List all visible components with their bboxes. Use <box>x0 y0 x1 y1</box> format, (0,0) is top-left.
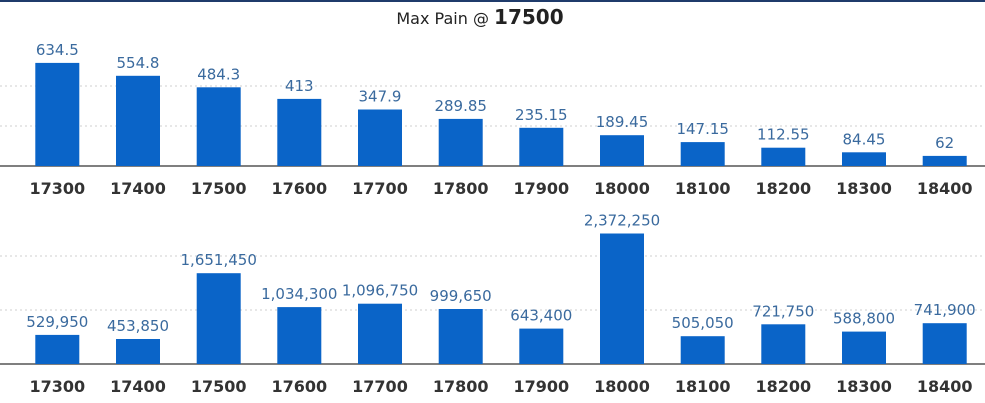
bar-17700 <box>358 303 402 364</box>
bar-17400 <box>116 75 160 166</box>
x-tick-label: 18000 <box>594 179 650 198</box>
data-label: 529,950 <box>26 313 88 331</box>
data-label: 721,750 <box>752 302 814 320</box>
x-tick-label: 17300 <box>29 377 85 396</box>
data-label: 484.3 <box>197 65 240 83</box>
chart-title: Max Pain @ 17500 <box>0 5 960 31</box>
bar-18100 <box>680 336 725 364</box>
x-tick-label: 17300 <box>29 179 85 198</box>
bar-17600 <box>277 98 322 166</box>
bar-17500 <box>196 273 241 364</box>
x-tick-label: 17900 <box>513 179 569 198</box>
bar-17400 <box>116 339 160 364</box>
bar-18300 <box>842 152 886 166</box>
bar-17900 <box>519 127 564 166</box>
x-tick-label: 17400 <box>110 377 166 396</box>
x-tick-label: 18400 <box>917 179 973 198</box>
bar-17900 <box>519 328 564 364</box>
x-tick-label: 17900 <box>513 377 569 396</box>
data-label: 189.45 <box>596 113 649 131</box>
x-tick-label: 17600 <box>271 179 327 198</box>
data-label: 554.8 <box>117 54 160 72</box>
bar-17600 <box>277 307 322 364</box>
x-tick-label: 17800 <box>433 179 489 198</box>
data-label: 453,850 <box>107 317 169 335</box>
data-label: 147.15 <box>676 120 729 138</box>
chart-panel-1: 634.5 17300 554.8 17400 484.3 17500 413 17600 34… <box>0 41 985 198</box>
data-label: 347.9 <box>359 88 402 106</box>
title-value: 17500 <box>494 5 564 29</box>
bar-17300 <box>35 62 80 166</box>
bar-17300 <box>35 334 80 364</box>
data-label: 62 <box>935 134 954 152</box>
bar-18100 <box>680 142 725 166</box>
data-label: 741,900 <box>914 301 976 319</box>
data-label: 505,050 <box>672 314 734 332</box>
x-tick-label: 17500 <box>191 377 247 396</box>
bar-17700 <box>358 109 402 166</box>
data-label: 643,400 <box>510 307 572 325</box>
bar-18400 <box>922 323 967 364</box>
data-label: 112.55 <box>757 126 810 144</box>
x-tick-label: 18100 <box>675 377 731 396</box>
x-tick-label: 17700 <box>352 179 408 198</box>
data-label: 1,651,450 <box>181 251 257 269</box>
x-tick-label: 18200 <box>755 377 811 396</box>
data-label: 289.85 <box>434 97 487 115</box>
x-tick-label: 17700 <box>352 377 408 396</box>
bar-18000 <box>600 135 644 166</box>
x-tick-label: 17400 <box>110 179 166 198</box>
data-label: 84.45 <box>843 130 886 148</box>
bar-17800 <box>438 309 483 364</box>
bar-18000 <box>600 233 644 364</box>
title-prefix: Max Pain @ <box>396 9 495 28</box>
data-label: 999,650 <box>430 287 492 305</box>
data-label: 588,800 <box>833 310 895 328</box>
data-label: 413 <box>285 77 314 95</box>
x-tick-label: 17800 <box>433 377 489 396</box>
data-label: 2,372,250 <box>584 212 660 230</box>
x-tick-label: 18200 <box>755 179 811 198</box>
bar-18300 <box>842 331 886 364</box>
bar-17800 <box>438 118 483 166</box>
bar-18200 <box>761 147 806 166</box>
x-tick-label: 18000 <box>594 377 650 396</box>
x-tick-label: 17500 <box>191 179 247 198</box>
bar-18200 <box>761 324 806 364</box>
chart-panel-2: 529,950 17300 453,850 17400 1,651,450 17500 1,… <box>0 212 985 396</box>
data-label: 1,096,750 <box>342 282 418 300</box>
x-tick-label: 18100 <box>675 179 731 198</box>
data-label: 1,034,300 <box>261 285 337 303</box>
x-tick-label: 18300 <box>836 377 892 396</box>
data-label: 235.15 <box>515 106 568 124</box>
x-tick-label: 18300 <box>836 179 892 198</box>
top-border <box>0 0 985 2</box>
x-tick-label: 18400 <box>917 377 973 396</box>
bar-17500 <box>196 87 241 166</box>
bar-18400 <box>922 155 967 166</box>
x-tick-label: 17600 <box>271 377 327 396</box>
data-label: 634.5 <box>36 41 79 59</box>
